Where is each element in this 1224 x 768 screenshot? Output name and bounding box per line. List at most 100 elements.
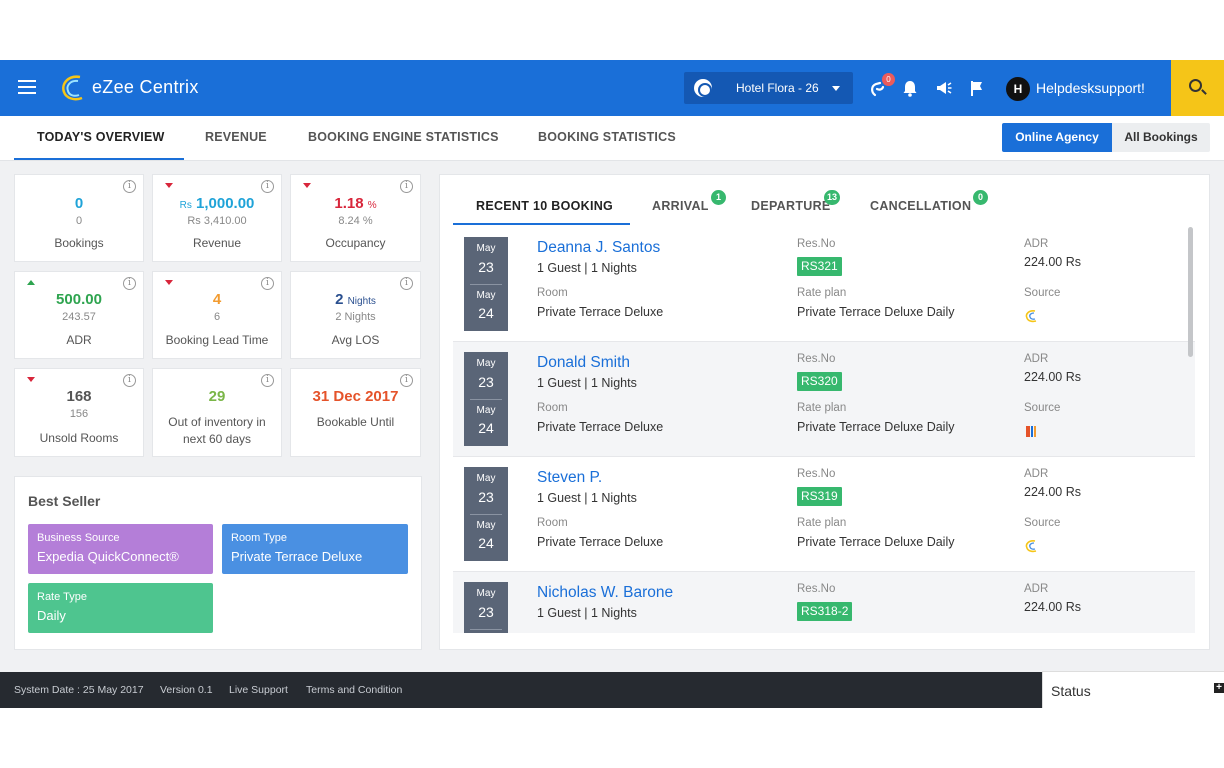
res-no-label: Res.No [797, 238, 836, 250]
kpi-avg-los-number: 2 [335, 291, 344, 308]
checkin-day: 23 [478, 259, 494, 275]
bell-icon[interactable] [900, 78, 920, 98]
tab-todays-overview[interactable]: TODAY'S OVERVIEW [37, 130, 165, 144]
travel-agent-icon [1026, 426, 1036, 437]
booking-list: May 23 May 24 Deanna J. Santos 1 Guest |… [453, 227, 1195, 633]
res-no-badge[interactable]: RS319 [797, 487, 842, 506]
info-icon[interactable]: i [261, 180, 274, 193]
room-value: Private Terrace Deluxe [537, 535, 664, 549]
status-label: Status [1051, 683, 1091, 699]
user-name[interactable]: Helpdesksupport! [1036, 80, 1145, 96]
app-brand[interactable]: eZee Centrix [92, 77, 199, 97]
info-icon[interactable]: i [261, 277, 274, 290]
menu-icon[interactable] [18, 80, 36, 94]
search-button[interactable] [1171, 60, 1224, 116]
info-icon[interactable]: i [123, 277, 136, 290]
tab-departure[interactable]: DEPARTURE [751, 199, 831, 213]
guest-stay-info: 1 Guest | 1 Nights [537, 606, 637, 620]
info-icon[interactable]: i [123, 180, 136, 193]
kpi-adr-label: ADR [66, 333, 92, 347]
guest-name-link[interactable]: Donald Smith [537, 354, 631, 371]
res-no-label: Res.No [797, 583, 836, 595]
checkin-month: May [476, 473, 496, 484]
adr-label: ADR [1024, 583, 1049, 595]
rate-plan-value: Private Terrace Deluxe Daily [797, 535, 955, 549]
checkin-month: May [476, 588, 496, 599]
checkin-day: 23 [478, 604, 494, 620]
tab-recent-10-booking[interactable]: RECENT 10 BOOKING [476, 199, 614, 213]
guest-name-link[interactable]: Deanna J. Santos [537, 239, 661, 256]
flag-icon[interactable] [967, 78, 987, 98]
date-separator [470, 284, 502, 285]
kpi-card-unsold-rooms: i 168 156 Unsold Rooms [14, 368, 144, 457]
res-no-badge[interactable]: RS318-2 [797, 602, 853, 621]
adr-value: 224.00 Rs [1024, 485, 1081, 499]
avatar[interactable]: H [1006, 77, 1030, 101]
kpi-adr-value: 500.00 [56, 291, 102, 308]
terms-link[interactable]: Terms and Condition [306, 684, 403, 696]
best-seller-card: Best Seller Business Source Expedia Quic… [14, 476, 422, 650]
best-business-source-tile: Business Source Expedia QuickConnect® [28, 524, 213, 574]
cancellation-count-badge: 0 [973, 190, 988, 205]
live-support-link[interactable]: Live Support [229, 684, 288, 696]
kpi-card-revenue: i Rs 1,000.00 Rs 3,410.00 Revenue [152, 174, 282, 262]
rate-plan-label: Rate plan [797, 402, 847, 414]
tab-cancellation[interactable]: CANCELLATION [870, 199, 972, 213]
room-label: Room [537, 287, 568, 299]
info-icon[interactable]: i [400, 374, 413, 387]
booking-list-scrollbar[interactable] [1188, 227, 1193, 357]
best-rate-type-label: Rate Type [37, 591, 87, 603]
support-hand-icon[interactable] [868, 78, 888, 98]
booking-date-box: May 23 May 24 [464, 352, 508, 446]
arrival-count-badge: 1 [711, 190, 726, 205]
tab-arrival[interactable]: ARRIVAL [652, 199, 709, 213]
booking-row[interactable]: May 23 May 24 Donald Smith 1 Guest | 1 N… [453, 342, 1195, 457]
online-agency-button[interactable]: Online Agency [1002, 123, 1112, 152]
best-room-type-value: Private Terrace Deluxe [231, 549, 363, 564]
guest-name-link[interactable]: Nicholas W. Barone [537, 584, 674, 601]
all-bookings-button[interactable]: All Bookings [1112, 123, 1210, 152]
adr-value: 224.00 Rs [1024, 600, 1081, 614]
tab-revenue[interactable]: REVENUE [205, 130, 267, 144]
checkout-day: 24 [478, 535, 494, 551]
kpi-revenue-currency: Rs [179, 200, 192, 211]
best-room-type-label: Room Type [231, 532, 288, 544]
expand-plus-icon[interactable]: + [1214, 683, 1224, 693]
kpi-card-adr: i 500.00 243.57 ADR [14, 271, 144, 359]
hotel-name: Hotel Flora - 26 [736, 81, 819, 95]
checkout-day: 24 [478, 305, 494, 321]
adr-value: 224.00 Rs [1024, 255, 1081, 269]
booking-date-box: May 23 [464, 582, 508, 633]
best-room-type-tile: Room Type Private Terrace Deluxe [222, 524, 408, 574]
info-icon[interactable]: i [400, 180, 413, 193]
kpi-out-inventory-label: Out of inventory in next 60 days [168, 415, 266, 446]
best-rate-type-tile: Rate Type Daily [28, 583, 213, 633]
adr-label: ADR [1024, 238, 1049, 250]
info-icon[interactable]: i [123, 374, 136, 387]
info-icon[interactable]: i [400, 277, 413, 290]
tab-booking-statistics[interactable]: BOOKING STATISTICS [538, 130, 676, 144]
booking-row[interactable]: May 23 Nicholas W. Barone 1 Guest | 1 Ni… [453, 572, 1195, 633]
ezee-logo-icon [62, 75, 83, 101]
res-no-label: Res.No [797, 468, 836, 480]
kpi-card-occupancy: i 1.18 % 8.24 % Occupancy [290, 174, 421, 262]
status-widget[interactable]: Status + [1042, 671, 1224, 708]
booking-row[interactable]: May 23 May 24 Steven P. 1 Guest | 1 Nigh… [453, 457, 1195, 572]
kpi-occupancy-prev: 8.24 % [338, 215, 373, 227]
adr-value: 224.00 Rs [1024, 370, 1081, 384]
megaphone-icon[interactable] [934, 78, 954, 98]
hotel-selector[interactable]: Hotel Flora - 26 [684, 72, 853, 104]
res-no-badge[interactable]: RS321 [797, 257, 842, 276]
info-icon[interactable]: i [261, 374, 274, 387]
kpi-avg-los-value: 2 Nights [291, 291, 420, 308]
res-no-badge[interactable]: RS320 [797, 372, 842, 391]
guest-name-link[interactable]: Steven P. [537, 469, 603, 486]
tab-booking-engine-statistics[interactable]: BOOKING ENGINE STATISTICS [308, 130, 499, 144]
best-business-source-label: Business Source [37, 532, 120, 544]
booking-row[interactable]: May 23 May 24 Deanna J. Santos 1 Guest |… [453, 227, 1195, 342]
kpi-bookings-label: Bookings [54, 236, 104, 250]
kpi-card-bookings: i 0 0 Bookings [14, 174, 144, 262]
kpi-occupancy-label: Occupancy [325, 236, 386, 250]
ezee-logo-icon [1025, 540, 1037, 553]
kpi-occupancy-value: 1.18 % [291, 195, 420, 212]
